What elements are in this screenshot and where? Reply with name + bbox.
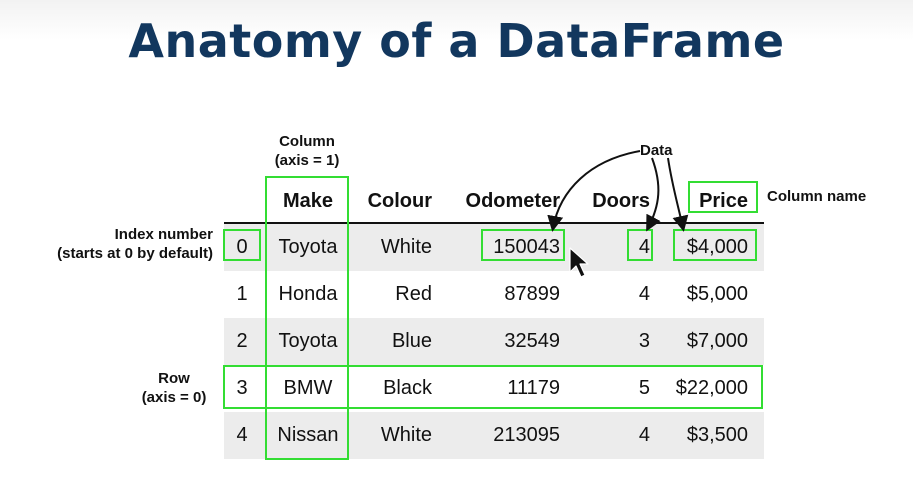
price-cell: $7,000 [686, 330, 748, 352]
make-cell: Nissan [277, 424, 339, 446]
data-highlight-box [481, 229, 565, 261]
data-arrow-odometer [547, 150, 641, 232]
row-annotation-line2: (axis = 0) [141, 389, 207, 406]
colour-cell: Black [383, 377, 432, 399]
index-annotation-line1: Index number [114, 226, 213, 243]
odometer-cell: 150043 [493, 236, 560, 258]
data-annotation: Data [640, 142, 673, 159]
doors-cell: 3 [638, 330, 650, 352]
doors-cell: 4 [638, 236, 650, 258]
header-doors: Doors [592, 190, 650, 212]
page-title: Anatomy of a DataFrame [128, 14, 785, 68]
header-odometer: Odometer [465, 190, 560, 212]
header-colour: Colour [367, 190, 432, 212]
column-annotation-line1: Column [279, 133, 335, 150]
make-cell: BMW [283, 377, 333, 399]
price-cell: $4,000 [686, 236, 748, 258]
doors-cell: 4 [638, 283, 650, 305]
table-row: 1 Honda Red 87899 4 $5,000 [224, 271, 764, 318]
index-cell: 1 [236, 283, 248, 305]
column-name-highlight-box [688, 181, 758, 213]
index-cell: 4 [236, 424, 248, 446]
make-cell: Honda [278, 283, 338, 305]
doors-cell: 5 [638, 377, 650, 399]
table-row: 2 Toyota Blue 32549 3 $7,000 [224, 318, 764, 365]
table-row: 3 BMW Black 11179 5 $22,000 [224, 365, 764, 412]
row-annotation: Row (axis = 0) [134, 369, 214, 407]
colour-cell: White [380, 236, 432, 258]
data-arrow-doors [646, 157, 661, 232]
data-arrow-price [667, 157, 689, 232]
make-cell: Toyota [278, 236, 338, 258]
header-divider [224, 222, 764, 224]
column-name-annotation: Column name [767, 188, 867, 205]
price-cell: $22,000 [675, 377, 748, 399]
odometer-cell: 87899 [504, 283, 560, 305]
index-annotation-line2: (starts at 0 by default) [57, 245, 213, 262]
data-highlight-box [673, 229, 757, 261]
odometer-cell: 11179 [507, 377, 560, 399]
price-cell: $5,000 [686, 283, 748, 305]
odometer-cell: 32549 [504, 330, 560, 352]
column-annotation-line2: (axis = 1) [274, 152, 340, 169]
header-make: Make [282, 190, 334, 212]
row-highlight-box [223, 365, 763, 409]
index-highlight-box [223, 229, 261, 261]
index-cell: 2 [236, 330, 248, 352]
doors-cell: 4 [638, 424, 650, 446]
colour-cell: Red [395, 283, 432, 305]
colour-cell: White [380, 424, 432, 446]
index-cell: 3 [236, 377, 248, 399]
column-highlight-box [265, 176, 349, 460]
table-row: 4 Nissan White 213095 4 $3,500 [224, 412, 764, 459]
column-annotation: Column (axis = 1) [262, 132, 352, 170]
colour-cell: Blue [391, 330, 432, 352]
header-price: Price [699, 190, 748, 212]
mouse-cursor-icon [569, 247, 589, 278]
price-cell: $3,500 [686, 424, 748, 446]
make-cell: Toyota [278, 330, 338, 352]
data-highlight-box [627, 229, 653, 261]
table-header-row: Make Colour Odometer Doors Price [224, 178, 764, 225]
index-cell: 0 [236, 236, 248, 258]
index-number-annotation: Index number (starts at 0 by default) [10, 225, 213, 263]
row-annotation-line1: Row [158, 370, 190, 387]
odometer-cell: 213095 [493, 424, 560, 446]
